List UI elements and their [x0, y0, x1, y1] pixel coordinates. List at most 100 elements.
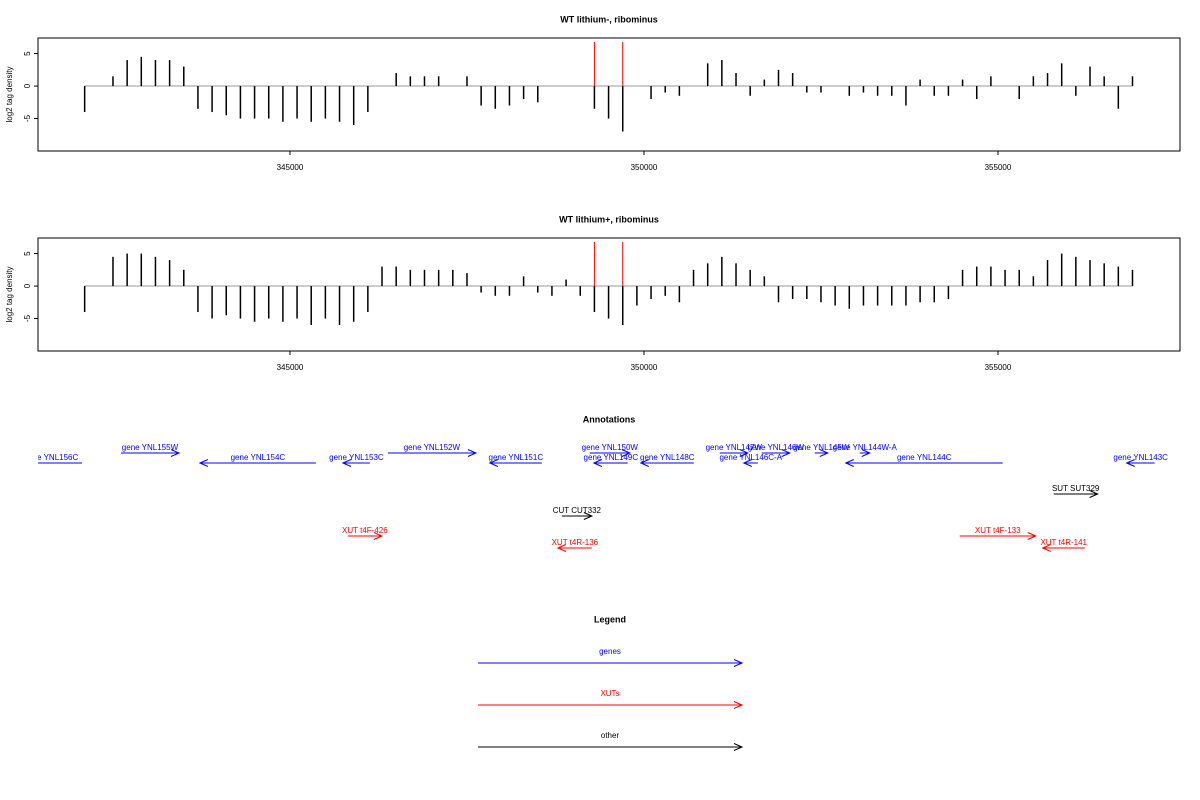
legend-label: XUTs: [600, 689, 619, 698]
bar: [636, 286, 638, 306]
bar: [791, 73, 794, 87]
feature-arrow: [959, 532, 1037, 540]
bar: [452, 269, 454, 287]
legend-arrow: [478, 743, 744, 751]
feature-label: gene YNL153C: [329, 453, 384, 462]
bar: [820, 286, 822, 303]
bar: [947, 286, 950, 300]
x-tick-label: 355000: [985, 163, 1012, 172]
y-axis-label: log2 tag density: [5, 266, 14, 322]
feature-arrow: [719, 449, 750, 457]
panel-frame: [37, 37, 1181, 152]
bar: [862, 286, 865, 306]
bar: [975, 266, 978, 287]
bar: [338, 286, 341, 326]
feature-label: gene YNL152W: [404, 443, 461, 452]
bar: [664, 86, 666, 93]
bar: [834, 286, 836, 306]
feature-label: gene YNL144C: [897, 453, 952, 462]
bar: [423, 269, 426, 287]
bar: [466, 273, 468, 287]
feature-arrow: [38, 462, 82, 464]
bar: [621, 86, 624, 132]
bar: [522, 276, 525, 287]
bar: [664, 286, 666, 296]
bar: [706, 63, 709, 87]
bar: [1089, 260, 1091, 287]
bar: [1131, 269, 1134, 287]
bar: [112, 256, 114, 287]
bar: [1117, 266, 1120, 287]
bar: [1060, 253, 1063, 287]
bar: [1046, 73, 1049, 87]
bar: [763, 79, 766, 87]
feature-label: XUT t4F-426: [342, 526, 388, 535]
bar: [239, 86, 242, 119]
feature-arrow: [1053, 490, 1099, 498]
bar: [692, 269, 695, 287]
feature-arrow: [561, 512, 594, 520]
bar: [338, 86, 341, 122]
bar: [211, 86, 213, 113]
panel-frame: [37, 237, 1181, 352]
bar: [466, 76, 468, 87]
x-tick-label: 350000: [631, 363, 658, 372]
bar: [409, 76, 412, 87]
bar: [282, 286, 284, 322]
bar: [735, 263, 737, 287]
bar: [437, 76, 440, 87]
feature-label: gene YNL146C-A: [719, 453, 782, 462]
y-tick-label: 5: [23, 251, 32, 256]
bar: [211, 286, 213, 319]
annotations-title: Annotations: [583, 414, 636, 424]
legend-arrow: [478, 659, 744, 667]
bar: [791, 286, 794, 300]
y-tick-label: 0: [23, 283, 32, 288]
bar: [126, 253, 128, 287]
feature-label: CUT CUT332: [553, 506, 602, 515]
bar: [891, 86, 893, 96]
bar: [197, 286, 199, 313]
legend-title: Legend: [594, 614, 626, 624]
feature-label: gene YNL154C: [231, 453, 286, 462]
bar: [225, 286, 228, 316]
bar: [777, 69, 780, 87]
bar: [607, 86, 610, 119]
bar: [1032, 76, 1035, 87]
bar: [367, 286, 369, 313]
bar: [593, 286, 596, 313]
bar: [933, 86, 936, 96]
feature-label: XUT t4R-141: [1040, 538, 1087, 547]
legend-label: other: [601, 731, 620, 740]
bar: [537, 86, 539, 103]
bar: [593, 86, 596, 109]
feature-label: gene YNL146W: [748, 443, 805, 452]
bar: [862, 86, 865, 93]
bar: [381, 266, 383, 287]
bar: [990, 76, 992, 87]
bar: [508, 86, 511, 106]
feature-arrow: [198, 459, 316, 467]
bar: [777, 286, 780, 303]
bar: [621, 286, 624, 326]
bar: [367, 86, 369, 113]
bar: [494, 286, 497, 296]
bar: [140, 56, 143, 87]
bar: [183, 269, 185, 287]
bar: [296, 286, 298, 319]
legend-arrow: [478, 701, 744, 709]
bar: [607, 286, 610, 319]
bar: [437, 269, 440, 287]
bar: [905, 286, 907, 306]
bar: [1032, 276, 1035, 287]
feature-arrow: [844, 459, 1003, 467]
bar: [990, 266, 992, 287]
bar: [551, 286, 553, 296]
bar: [579, 286, 582, 296]
feature-label: gene YNL150W: [582, 443, 639, 452]
bar: [253, 286, 256, 322]
bar: [763, 276, 766, 287]
bar: [253, 86, 256, 119]
